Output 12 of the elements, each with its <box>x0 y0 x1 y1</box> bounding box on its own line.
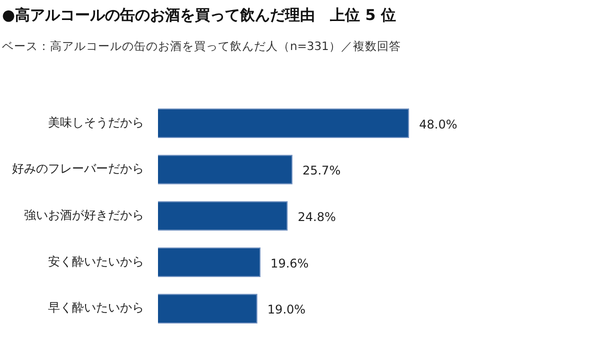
y-tick-label: 美味しそうだから <box>48 115 144 130</box>
y-tick-label: 好みのフレーバーだから <box>12 162 144 176</box>
data-label: 19.6% <box>270 256 309 270</box>
y-tick-label: 安く酔いたいから <box>48 254 144 268</box>
chart-subtitle: ベース：高アルコールの缶のお酒を買って飲んだ人（n=331）／複数回答 <box>2 39 401 54</box>
data-label: 48.0% <box>419 117 458 132</box>
data-label: 24.8% <box>298 210 336 224</box>
chart-title: ●高アルコールの缶のお酒を買って飲んだ理由 上位 5 位 <box>2 6 396 25</box>
data-label: 25.7% <box>302 164 341 178</box>
y-tick-label: 強いお酒が好きだから <box>24 208 144 222</box>
data-label: 19.0% <box>267 302 306 317</box>
y-tick-label: 早く酔いたいから <box>48 300 144 315</box>
